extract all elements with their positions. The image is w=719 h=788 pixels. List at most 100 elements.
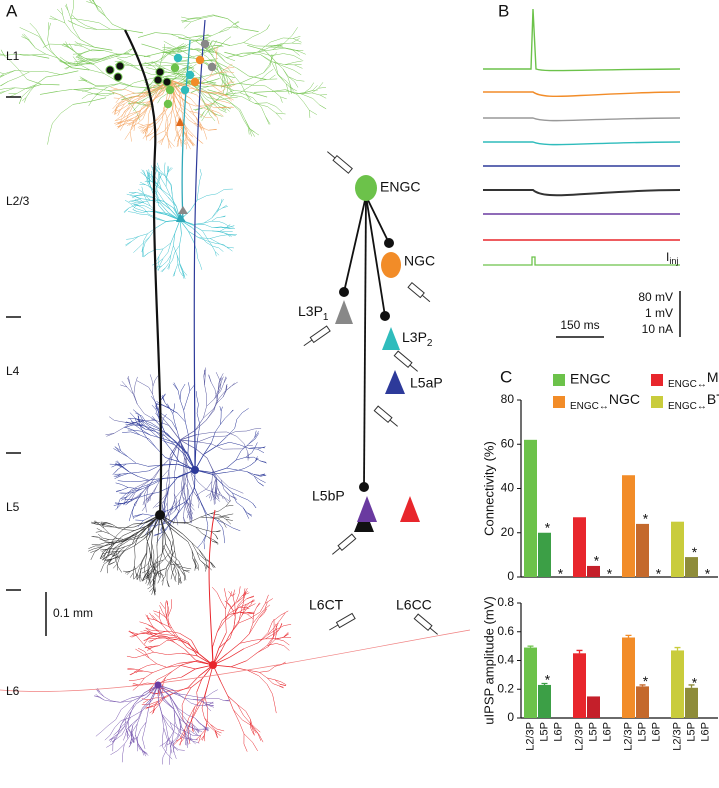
- neurite: [201, 696, 206, 709]
- neurite: [274, 45, 283, 48]
- neurite: [164, 435, 175, 445]
- neurite: [167, 631, 178, 639]
- neurite: [148, 567, 154, 573]
- neurite: [188, 231, 194, 243]
- neurite: [174, 500, 176, 507]
- neurite: [171, 421, 178, 431]
- neurite: [104, 53, 118, 60]
- neurite: [131, 494, 142, 502]
- neurite: [178, 566, 182, 572]
- neurite: [204, 369, 207, 377]
- neurite: [121, 111, 125, 118]
- neurite: [144, 61, 155, 68]
- neurite: [144, 500, 146, 506]
- neuron-morphology: [0, 0, 471, 765]
- neurite: [190, 512, 193, 520]
- neurite: [190, 471, 195, 487]
- neurite: [218, 40, 226, 48]
- neurite: [189, 130, 197, 139]
- neurite: [133, 79, 146, 84]
- neurite: [140, 560, 143, 569]
- neurite: [102, 553, 106, 560]
- neurite: [162, 747, 168, 754]
- neurite: [169, 527, 174, 540]
- neurite: [135, 573, 138, 581]
- neurite: [246, 652, 258, 661]
- neurite: [146, 526, 150, 539]
- neurite: [75, 53, 83, 59]
- neurite: [164, 530, 166, 544]
- neurite: [258, 632, 269, 643]
- neurite: [172, 499, 181, 508]
- neurite: [155, 504, 160, 508]
- neurite: [272, 683, 279, 686]
- neurite: [94, 64, 105, 74]
- neurite: [137, 476, 149, 481]
- bar: [636, 686, 649, 718]
- neurite: [274, 664, 282, 667]
- neurite: [183, 410, 186, 422]
- neurite: [18, 96, 23, 104]
- neurite: [189, 138, 194, 147]
- neurite: [112, 563, 118, 569]
- neurite: [120, 700, 133, 703]
- neurite: [196, 552, 201, 561]
- neurite: [186, 102, 196, 107]
- neurite: [170, 245, 174, 256]
- neurite: [117, 528, 124, 535]
- neurite: [191, 709, 198, 721]
- neurite: [61, 7, 63, 15]
- neurite: [243, 36, 253, 43]
- neurite: [136, 635, 145, 645]
- neurite: [199, 559, 205, 565]
- neurite: [209, 58, 218, 61]
- neurite: [192, 732, 198, 736]
- neurite: [239, 603, 248, 608]
- neurite: [250, 129, 255, 137]
- neurite: [127, 376, 131, 385]
- neurite: [30, 84, 37, 92]
- neurite: [143, 103, 153, 113]
- neurite: [162, 727, 164, 739]
- neurite: [164, 502, 168, 510]
- neurite: [154, 116, 163, 126]
- neurite: [116, 541, 124, 551]
- neurite: [228, 96, 238, 99]
- neurite: [171, 568, 174, 576]
- neurite: [206, 81, 216, 84]
- neurite: [272, 43, 284, 51]
- neurite: [174, 642, 186, 650]
- neurite: [167, 554, 174, 562]
- neurite: [141, 569, 149, 574]
- neurite: [183, 508, 185, 518]
- neurite: [254, 442, 258, 448]
- neurite: [147, 699, 151, 713]
- neurite: [125, 117, 134, 124]
- neurite: [173, 689, 184, 699]
- neurite: [143, 744, 146, 749]
- neurite: [102, 522, 107, 525]
- neurite: [228, 487, 238, 491]
- neurite: [116, 550, 121, 555]
- neurite: [84, 59, 95, 66]
- soma: [200, 39, 210, 49]
- neurite: [178, 50, 187, 52]
- neurite: [250, 611, 261, 619]
- neurite: [225, 386, 228, 392]
- neurite: [222, 80, 227, 87]
- neurite: [220, 94, 227, 97]
- neurite: [318, 87, 327, 89]
- neurite: [149, 491, 154, 498]
- neurite: [165, 726, 169, 738]
- neurite: [106, 522, 113, 525]
- neurite: [72, 101, 89, 105]
- neurite: [163, 551, 172, 560]
- neurite: [149, 612, 155, 620]
- neurite: [226, 67, 235, 69]
- neurite: [286, 81, 294, 90]
- neurite: [122, 530, 135, 536]
- neurite: [183, 697, 193, 700]
- neurite: [181, 78, 197, 89]
- neurite: [111, 738, 117, 743]
- neurite: [218, 29, 229, 33]
